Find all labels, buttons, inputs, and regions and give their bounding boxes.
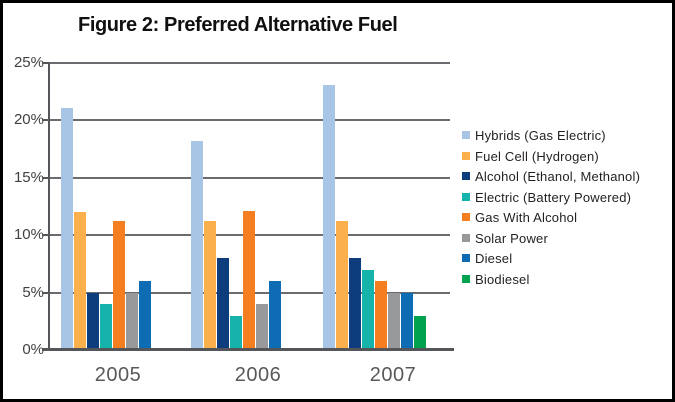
legend-swatch-icon	[462, 172, 470, 180]
legend-swatch-icon	[462, 233, 470, 242]
legend-swatch-icon	[462, 254, 470, 262]
plot-area	[42, 62, 454, 351]
legend-item-hybrids-gas-electric: Hybrids (Gas Electric)	[462, 129, 640, 142]
y-tick-25	[42, 62, 50, 64]
y-axis-label-10: 10%	[13, 226, 44, 244]
legend-label: Fuel Cell (Hydrogen)	[475, 148, 599, 164]
bar-2007-gas-with-alcohol	[375, 281, 387, 350]
legend-item-gas-with-alcohol: Gas With Alcohol	[462, 211, 640, 224]
y-axis-label-15: 15%	[13, 168, 44, 186]
legend-item-solar-power: Solar Power	[462, 232, 640, 245]
y-tick-15	[42, 176, 50, 179]
bar-group-2006	[191, 141, 281, 350]
bar-2006-hybrids-gas-electric	[191, 141, 203, 350]
bar-2005-alcohol-ethanol-methanol	[87, 292, 99, 350]
x-axis-label-2005: 2005	[94, 364, 142, 386]
bar-2005-solar-power	[126, 292, 138, 350]
bar-2005-electric-battery-powered	[100, 304, 112, 350]
y-tick-20	[42, 119, 50, 122]
y-axis-line	[48, 63, 50, 350]
bar-2007-alcohol-ethanol-methanol	[349, 258, 361, 350]
legend-item-electric-battery-powered: Electric (Battery Powered)	[462, 191, 640, 204]
x-axis-line	[42, 348, 454, 351]
gridline-25	[50, 62, 450, 64]
gridline-15	[50, 176, 450, 179]
legend-item-alcohol-ethanol-methanol: Alcohol (Ethanol, Methanol)	[462, 170, 640, 183]
chart-title: Figure 2: Preferred Alternative Fuel	[78, 14, 398, 36]
bar-2006-fuel-cell-hydrogen	[204, 221, 216, 350]
bar-2007-solar-power	[388, 292, 400, 350]
bar-2005-gas-with-alcohol	[113, 221, 125, 350]
legend-swatch-icon	[462, 192, 470, 201]
legend-label: Alcohol (Ethanol, Methanol)	[475, 169, 641, 184]
bar-2005-diesel	[139, 281, 151, 350]
legend-item-fuel-cell-hydrogen: Fuel Cell (Hydrogen)	[462, 150, 640, 163]
legend-swatch-icon	[462, 213, 470, 221]
y-axis-label-20: 20%	[13, 111, 44, 129]
y-axis-label-0: 0%	[22, 341, 44, 358]
bar-2006-alcohol-ethanol-methanol	[217, 258, 229, 350]
bar-group-2007	[323, 84, 426, 350]
bar-2007-electric-battery-powered	[362, 269, 374, 350]
legend-label: Hybrids (Gas Electric)	[475, 128, 606, 143]
y-tick-5	[42, 291, 50, 294]
legend-swatch-icon	[462, 151, 470, 160]
bar-2006-electric-battery-powered	[230, 315, 242, 350]
bar-2005-hybrids-gas-electric	[61, 107, 73, 350]
bar-2007-diesel	[401, 292, 413, 350]
bar-2007-biodiesel	[414, 315, 426, 350]
legend-label: Solar Power	[475, 230, 549, 246]
legend-label: Electric (Battery Powered)	[475, 189, 632, 205]
y-tick-10	[42, 234, 50, 237]
legend: Hybrids (Gas Electric) Fuel Cell (Hydroge…	[462, 129, 640, 293]
bar-2006-diesel	[269, 281, 281, 350]
legend-swatch-icon	[462, 131, 470, 139]
bar-2006-gas-with-alcohol	[243, 211, 255, 350]
legend-label: Biodiesel	[475, 271, 530, 287]
legend-item-diesel: Diesel	[462, 252, 640, 265]
bar-2006-solar-power	[256, 304, 268, 350]
bar-group-2005	[61, 107, 151, 350]
legend-label: Diesel	[475, 251, 513, 266]
x-axis-label-2007: 2007	[369, 364, 417, 386]
bar-2007-hybrids-gas-electric	[323, 84, 335, 350]
y-axis-label-5: 5%	[22, 283, 44, 301]
bar-2005-fuel-cell-hydrogen	[74, 212, 86, 350]
legend-label: Gas With Alcohol	[475, 210, 578, 225]
bar-2007-fuel-cell-hydrogen	[336, 221, 348, 350]
legend-item-biodiesel: Biodiesel	[462, 273, 640, 286]
legend-swatch-icon	[462, 274, 470, 283]
y-axis-label-25: 25%	[13, 54, 44, 71]
gridline-20	[50, 119, 450, 122]
x-axis-label-2006: 2006	[234, 364, 282, 386]
